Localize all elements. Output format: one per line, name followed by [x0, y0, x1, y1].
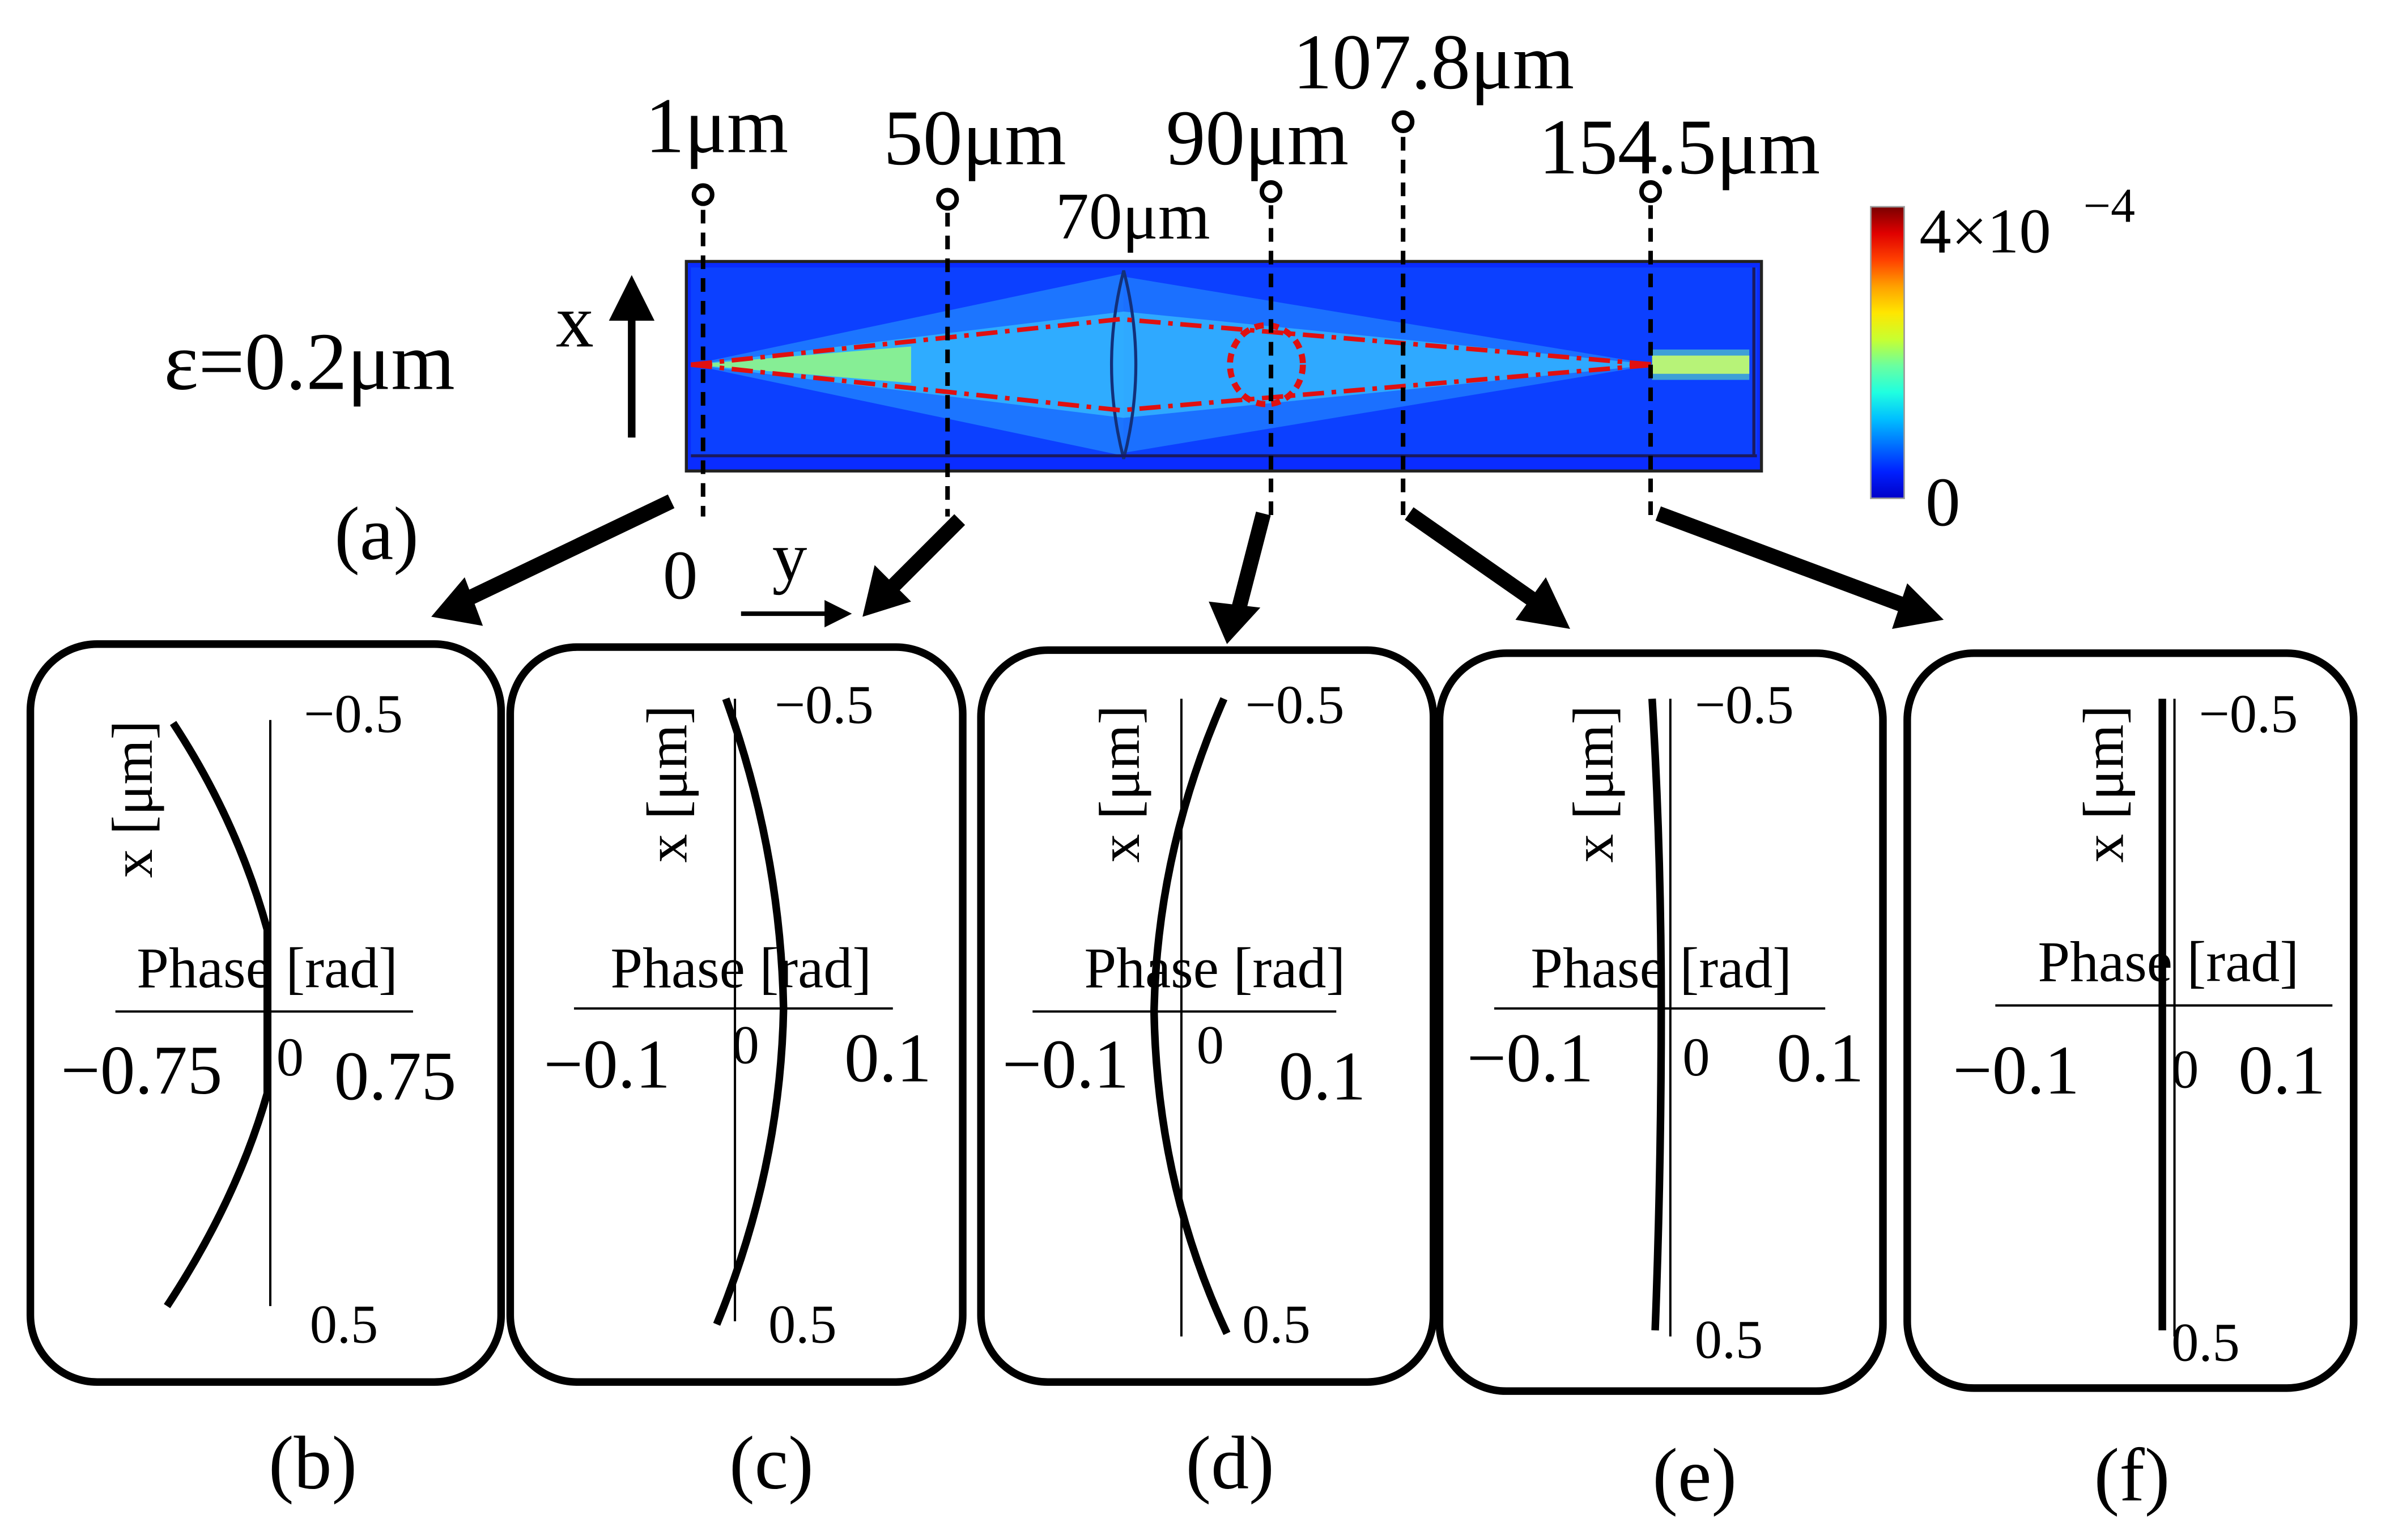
panel-e-phase-label: Phase [rad] [1530, 936, 1792, 1000]
panel-e-tick-bottom: 0.5 [1695, 1309, 1763, 1369]
panel-f-tick-left: −0.1 [1953, 1031, 2080, 1109]
panel-e: x [μm] Phase [rad] −0.5 0.5 −0.1 0 0.1 (… [1435, 649, 1887, 1517]
probe-label-1um: 1μm [645, 82, 789, 169]
probe-label-50um: 50μm [883, 95, 1066, 182]
panel-e-tick-zero: 0 [1682, 1027, 1710, 1087]
panel-c-tick-left: −0.1 [543, 1025, 670, 1103]
panel-b-tick-bottom: 0.5 [310, 1294, 379, 1354]
panel-f-x-label: x [μm] [2072, 705, 2136, 863]
panel-b-label: (b) [269, 1421, 357, 1505]
panel-c-tick-top: −0.5 [775, 674, 874, 735]
panel-a-label: (a) [334, 492, 419, 576]
panel-e-tick-right: 0.1 [1776, 1019, 1864, 1097]
output-waveguide-glow [1652, 349, 1750, 380]
panel-d-tick-right: 0.1 [1278, 1037, 1366, 1115]
lens [1110, 270, 1138, 460]
arrow-head-b [431, 577, 483, 626]
epsilon-label: ε=0.2μm [164, 317, 454, 407]
panel-b-phase-curve [164, 721, 271, 1308]
beam-hot-left [691, 346, 911, 383]
probe-markers: 1μm 50μm 90μm 107.8μm 154.5μm [645, 19, 1821, 517]
arrow-head-e [1515, 577, 1570, 629]
probe-90um: 90μm [1166, 95, 1349, 517]
panel-e-label: (e) [1652, 1433, 1737, 1517]
colorbar-max: 4×10 [1919, 196, 2051, 266]
panel-e-tick-left: −0.1 [1467, 1019, 1594, 1097]
probe-label-107um: 107.8μm [1292, 19, 1574, 106]
arrow-to-c [878, 514, 966, 601]
y-axis-label-a: y [772, 518, 807, 595]
panel-e-tick-top: −0.5 [1695, 674, 1794, 735]
panel-a [684, 259, 1763, 473]
panel-b-tick-top: −0.5 [304, 683, 403, 744]
panel-c-label: (c) [729, 1421, 814, 1505]
panel-d-label: (d) [1186, 1421, 1274, 1505]
panel-c-tick-right: 0.1 [844, 1019, 932, 1097]
panel-c-phase-label: Phase [rad] [610, 936, 871, 1000]
connector-arrows [431, 494, 1944, 644]
colorbar: 4×10 −4 0 [1870, 179, 2135, 541]
colorbar-max-exponent: −4 [2084, 179, 2135, 233]
panel-f-tick-zero: 0 [2171, 1039, 2199, 1099]
colorbar-scale [1870, 206, 1905, 499]
panel-c: x [μm] Phase [rad] −0.5 0.5 −0.1 0 0.1 (… [506, 643, 967, 1505]
ray-upper [690, 317, 1656, 367]
panel-b-tick-left: −0.75 [61, 1031, 222, 1109]
colorbar-min: 0 [1925, 463, 1961, 541]
x-axis-label-a: x [556, 279, 594, 363]
lens-label: 70μm [1056, 179, 1210, 253]
panel-c-frame [506, 643, 967, 1386]
panel-d: x [μm] Phase [rad] −0.5 0.5 −0.1 0 0.1 (… [977, 646, 1438, 1505]
panel-d-tick-bottom: 0.5 [1242, 1294, 1311, 1354]
panel-d-frame [977, 646, 1438, 1386]
panel-d-phase-curve [1150, 697, 1231, 1335]
arrow-to-d [1231, 511, 1271, 610]
panel-c-tick-bottom: 0.5 [768, 1294, 837, 1354]
panel-e-x-label: x [μm] [1562, 705, 1626, 863]
panel-e-phase-curve [1648, 698, 1665, 1331]
panel-f: x [μm] Phase [rad] −0.5 0.5 −0.1 0 0.1 (… [1903, 649, 2358, 1517]
arrow-to-f [1655, 506, 1913, 615]
panel-b-tick-zero: 0 [277, 1027, 304, 1087]
arrow-head-d [1209, 601, 1261, 644]
panel-c-x-label: x [μm] [635, 705, 699, 863]
panel-b-tick-right: 0.75 [334, 1037, 457, 1115]
arrow-to-e [1405, 507, 1545, 611]
ray-lower [690, 362, 1656, 413]
probe-107um: 107.8μm [1292, 19, 1574, 517]
panel-f-tick-top: −0.5 [2199, 683, 2298, 744]
probe-1um: 1μm [645, 82, 789, 517]
panel-d-tick-top: −0.5 [1245, 674, 1344, 735]
panel-b-x-label: x [μm] [101, 720, 165, 878]
probe-label-90um: 90μm [1166, 95, 1349, 182]
panel-d-x-label: x [μm] [1088, 705, 1152, 863]
panel-f-label: (f) [2094, 1433, 2170, 1517]
arrow-head-f [1892, 583, 1944, 629]
arrow-to-b [452, 494, 675, 612]
panel-d-tick-left: −0.1 [1002, 1025, 1129, 1103]
panel-c-tick-zero: 0 [732, 1014, 759, 1075]
panel-d-phase-label: Phase [rad] [1084, 936, 1345, 1000]
panel-f-phase-label: Phase [rad] [2038, 930, 2299, 994]
arrow-head-c [862, 565, 911, 617]
panel-f-tick-right: 0.1 [2238, 1031, 2325, 1109]
panel-b: x [μm] Phase [rad] −0.5 0.5 −0.75 0 0.75… [26, 640, 505, 1505]
focus-circle [1227, 322, 1306, 407]
panel-b-phase-label: Phase [rad] [137, 936, 398, 1000]
panel-d-tick-zero: 0 [1197, 1014, 1224, 1075]
panel-c-phase-curve [713, 697, 788, 1326]
panel-f-frame [1903, 649, 2358, 1392]
origin-label: 0 [663, 536, 698, 614]
probe-50um: 50μm [883, 95, 1066, 517]
panel-f-tick-bottom: 0.5 [2171, 1312, 2240, 1373]
probe-label-154um: 154.5μm [1539, 104, 1821, 191]
beam-core [691, 311, 1656, 418]
probe-154um: 154.5μm [1539, 104, 1821, 517]
